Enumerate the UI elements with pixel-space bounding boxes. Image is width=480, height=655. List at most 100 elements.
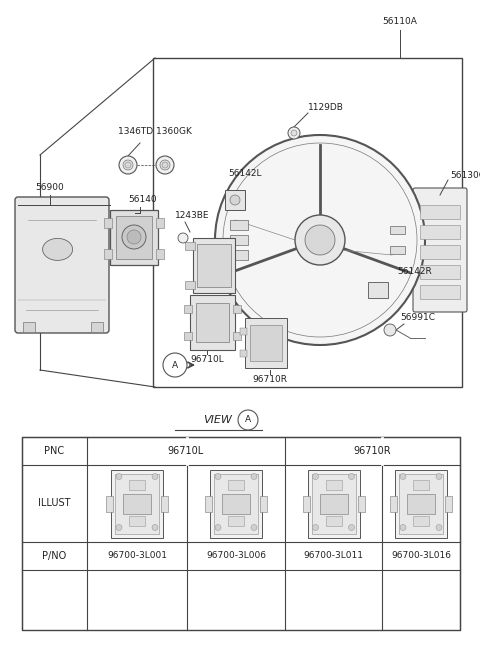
FancyBboxPatch shape xyxy=(115,474,159,534)
Text: PNC: PNC xyxy=(45,446,65,456)
Text: 56110A: 56110A xyxy=(383,18,418,26)
Circle shape xyxy=(436,525,442,531)
Circle shape xyxy=(215,525,221,531)
Circle shape xyxy=(295,215,345,265)
Text: 96700-3L006: 96700-3L006 xyxy=(206,552,266,561)
Text: 96700-3L011: 96700-3L011 xyxy=(303,552,363,561)
FancyBboxPatch shape xyxy=(15,197,109,333)
FancyBboxPatch shape xyxy=(260,495,267,512)
FancyBboxPatch shape xyxy=(205,495,212,512)
FancyBboxPatch shape xyxy=(230,250,248,260)
FancyBboxPatch shape xyxy=(230,220,248,230)
FancyBboxPatch shape xyxy=(230,235,248,245)
FancyBboxPatch shape xyxy=(104,218,112,228)
FancyBboxPatch shape xyxy=(222,493,250,514)
FancyBboxPatch shape xyxy=(228,479,244,489)
Circle shape xyxy=(348,474,355,479)
FancyBboxPatch shape xyxy=(308,470,360,538)
Text: 56140: 56140 xyxy=(129,195,157,204)
Circle shape xyxy=(163,353,187,377)
FancyBboxPatch shape xyxy=(129,479,145,489)
FancyBboxPatch shape xyxy=(390,495,397,512)
FancyBboxPatch shape xyxy=(104,249,112,259)
Text: 56900: 56900 xyxy=(36,183,64,193)
FancyBboxPatch shape xyxy=(184,332,192,340)
FancyBboxPatch shape xyxy=(91,322,103,332)
FancyBboxPatch shape xyxy=(240,350,247,357)
FancyBboxPatch shape xyxy=(196,303,229,342)
Circle shape xyxy=(312,525,319,531)
Circle shape xyxy=(116,525,122,531)
Text: A: A xyxy=(245,415,251,424)
Circle shape xyxy=(178,233,188,243)
FancyBboxPatch shape xyxy=(123,493,151,514)
Circle shape xyxy=(215,474,221,479)
FancyBboxPatch shape xyxy=(302,495,310,512)
FancyBboxPatch shape xyxy=(228,515,244,525)
FancyBboxPatch shape xyxy=(210,470,262,538)
Circle shape xyxy=(123,160,133,170)
FancyBboxPatch shape xyxy=(407,493,435,514)
FancyBboxPatch shape xyxy=(214,474,258,534)
Circle shape xyxy=(162,162,168,168)
FancyBboxPatch shape xyxy=(156,218,164,228)
Circle shape xyxy=(152,525,158,531)
Circle shape xyxy=(305,225,335,255)
FancyBboxPatch shape xyxy=(23,322,35,332)
FancyBboxPatch shape xyxy=(245,318,287,368)
FancyBboxPatch shape xyxy=(399,474,443,534)
FancyBboxPatch shape xyxy=(325,479,341,489)
FancyBboxPatch shape xyxy=(325,515,341,525)
FancyBboxPatch shape xyxy=(390,226,405,234)
Circle shape xyxy=(230,195,240,205)
Circle shape xyxy=(251,474,257,479)
Text: 96700-3L001: 96700-3L001 xyxy=(107,552,167,561)
FancyBboxPatch shape xyxy=(185,281,195,289)
FancyBboxPatch shape xyxy=(161,495,168,512)
Circle shape xyxy=(122,225,146,249)
Text: 1129DB: 1129DB xyxy=(308,102,344,111)
FancyBboxPatch shape xyxy=(413,479,429,489)
Circle shape xyxy=(400,525,406,531)
Text: 56142L: 56142L xyxy=(228,168,262,178)
Circle shape xyxy=(160,160,170,170)
FancyBboxPatch shape xyxy=(184,305,192,313)
Ellipse shape xyxy=(43,238,72,261)
Text: 96710R: 96710R xyxy=(252,375,288,384)
Circle shape xyxy=(238,410,258,430)
FancyBboxPatch shape xyxy=(106,495,113,512)
FancyBboxPatch shape xyxy=(110,210,158,265)
FancyBboxPatch shape xyxy=(395,470,447,538)
Circle shape xyxy=(348,525,355,531)
Circle shape xyxy=(288,127,300,139)
FancyBboxPatch shape xyxy=(240,328,247,335)
FancyBboxPatch shape xyxy=(413,188,467,312)
Text: A: A xyxy=(172,360,178,369)
Circle shape xyxy=(312,474,319,479)
Circle shape xyxy=(215,135,425,345)
FancyBboxPatch shape xyxy=(185,242,195,250)
Circle shape xyxy=(251,525,257,531)
FancyBboxPatch shape xyxy=(420,285,460,299)
FancyBboxPatch shape xyxy=(413,515,429,525)
FancyBboxPatch shape xyxy=(420,245,460,259)
Text: P/NO: P/NO xyxy=(42,551,67,561)
FancyBboxPatch shape xyxy=(116,216,152,259)
Circle shape xyxy=(116,474,122,479)
FancyBboxPatch shape xyxy=(445,495,452,512)
FancyBboxPatch shape xyxy=(197,244,231,287)
Text: 56142R: 56142R xyxy=(397,267,432,276)
FancyBboxPatch shape xyxy=(368,282,388,298)
FancyBboxPatch shape xyxy=(190,295,235,350)
FancyBboxPatch shape xyxy=(193,238,235,293)
FancyBboxPatch shape xyxy=(312,474,356,534)
Circle shape xyxy=(125,162,131,168)
Text: 1346TD 1360GK: 1346TD 1360GK xyxy=(118,128,192,136)
Text: ILLUST: ILLUST xyxy=(38,498,71,508)
Circle shape xyxy=(436,474,442,479)
FancyBboxPatch shape xyxy=(233,305,241,313)
Circle shape xyxy=(400,474,406,479)
FancyBboxPatch shape xyxy=(156,249,164,259)
Circle shape xyxy=(127,230,141,244)
Text: 96710R: 96710R xyxy=(354,446,391,456)
